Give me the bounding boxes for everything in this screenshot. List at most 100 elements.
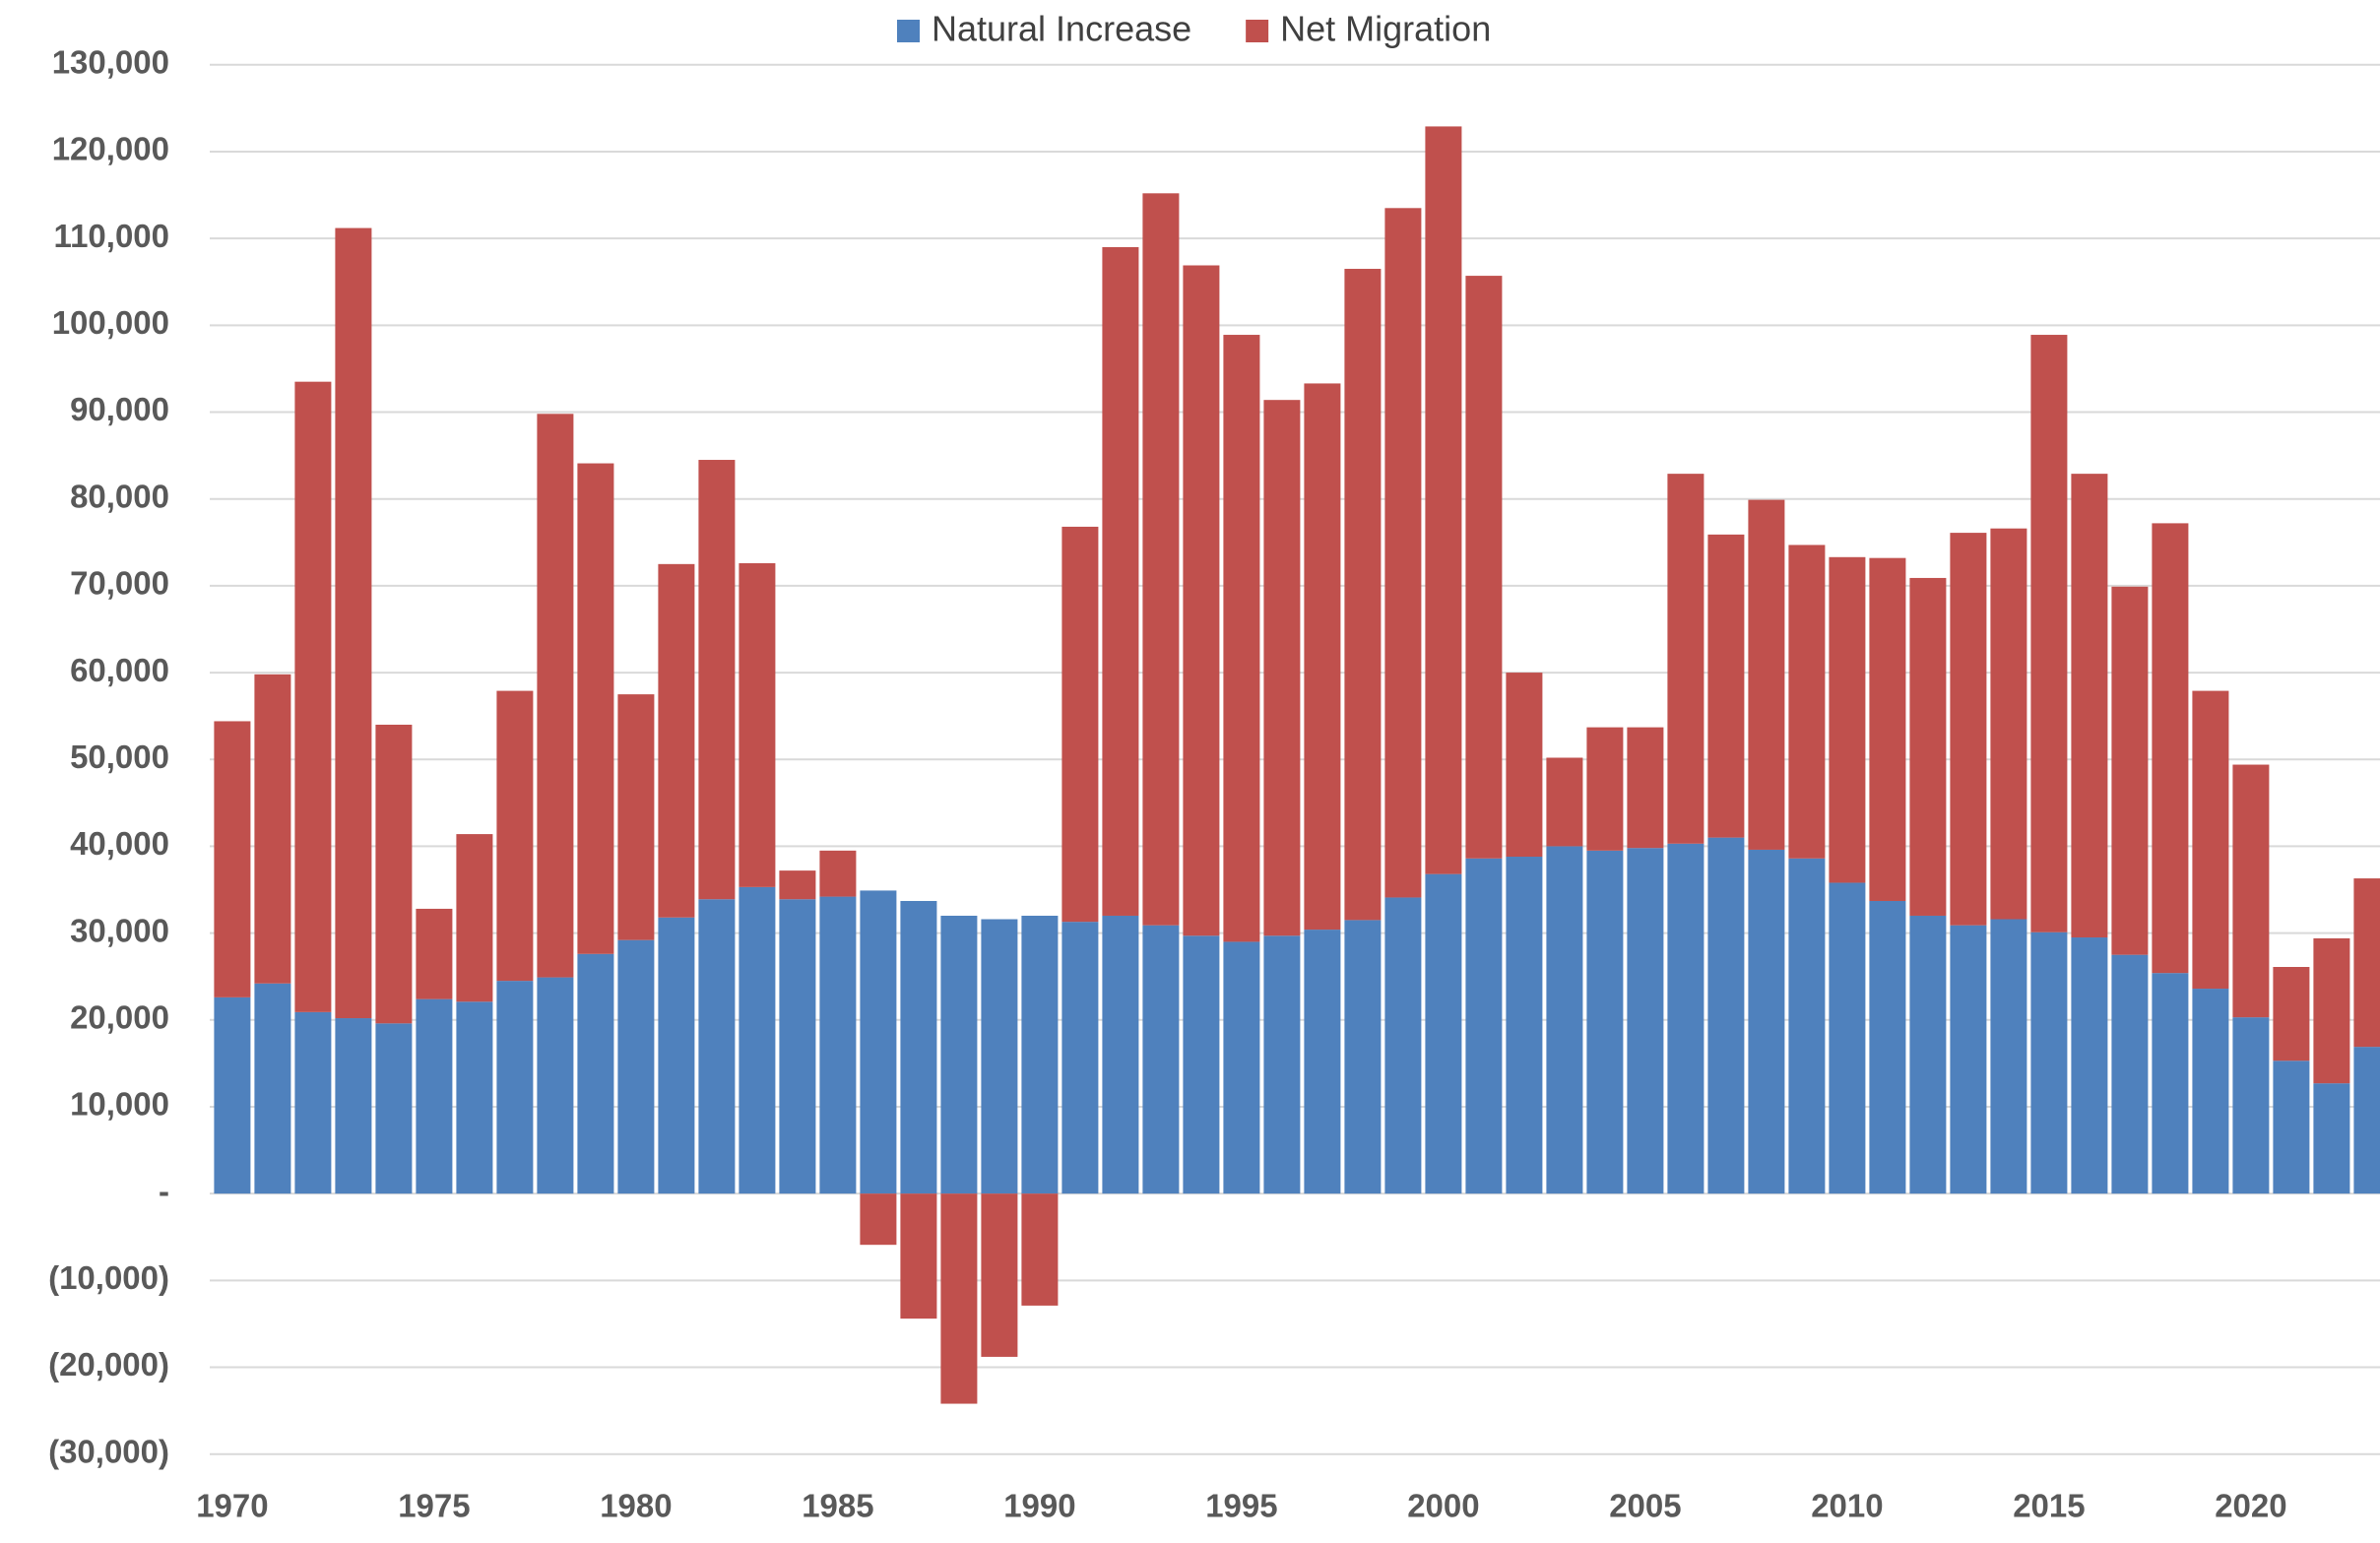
bar xyxy=(1627,848,1664,1194)
bar xyxy=(2273,1061,2310,1194)
bar xyxy=(698,899,736,1194)
bar xyxy=(1667,843,1705,1194)
bar xyxy=(2192,690,2229,990)
bar xyxy=(1748,499,1785,850)
x-tick-label: 1990 xyxy=(1003,1488,1075,1524)
bar xyxy=(658,563,695,918)
bar xyxy=(1304,930,1341,1194)
bar xyxy=(1586,850,1624,1194)
bar xyxy=(1990,919,2027,1194)
y-tick-label: (30,000) xyxy=(48,1433,169,1469)
bar xyxy=(860,1193,897,1246)
bar xyxy=(1425,873,1462,1194)
bar xyxy=(1950,925,1987,1194)
x-tick-label: 1980 xyxy=(600,1488,672,1524)
y-tick-label: 20,000 xyxy=(70,999,169,1036)
bar xyxy=(860,890,897,1194)
x-tick-label: 1995 xyxy=(1205,1488,1277,1524)
bar xyxy=(577,953,614,1194)
bar xyxy=(214,721,251,997)
bar xyxy=(1869,900,1906,1194)
y-tick-label: (10,000) xyxy=(48,1259,169,1296)
bar xyxy=(1869,557,1906,901)
y-tick-label: 50,000 xyxy=(70,739,169,775)
bar xyxy=(1142,193,1180,926)
bar xyxy=(1102,915,1139,1194)
bar xyxy=(900,1193,937,1319)
bar xyxy=(1263,935,1301,1194)
bar xyxy=(2313,937,2350,1084)
bar xyxy=(2152,523,2189,974)
bar xyxy=(1021,1193,1059,1306)
bar xyxy=(1021,915,1059,1194)
y-tick-label: 100,000 xyxy=(52,304,169,341)
bar xyxy=(1384,208,1422,898)
y-tick-label: 70,000 xyxy=(70,565,169,602)
bar xyxy=(1465,276,1503,859)
bar xyxy=(1465,858,1503,1194)
legend-label: Net Migration xyxy=(1280,9,1491,49)
bar xyxy=(416,908,453,999)
bar xyxy=(779,870,816,900)
bar xyxy=(698,460,736,900)
bar xyxy=(2030,335,2068,932)
bar xyxy=(1707,534,1745,838)
bar xyxy=(2232,1017,2270,1194)
x-tick-label: 1985 xyxy=(802,1488,873,1524)
bar xyxy=(1546,757,1583,847)
bar xyxy=(1788,858,1826,1194)
bar xyxy=(1829,882,1866,1194)
bar xyxy=(739,886,776,1194)
legend-swatch xyxy=(1246,20,1269,42)
bar xyxy=(2232,764,2270,1018)
bar xyxy=(2353,878,2380,1048)
legend-swatch xyxy=(897,20,920,42)
y-tick-label: 110,000 xyxy=(54,218,169,254)
bar xyxy=(1183,265,1220,936)
bar xyxy=(1586,727,1624,851)
bar xyxy=(496,981,534,1194)
bar xyxy=(1425,126,1462,874)
bar xyxy=(294,1011,332,1194)
x-tick-label: 2010 xyxy=(1811,1488,1883,1524)
y-tick-label: - xyxy=(159,1173,169,1209)
bar xyxy=(456,1001,493,1194)
bar xyxy=(496,690,534,982)
bar xyxy=(1344,920,1382,1194)
x-tick-label: 1975 xyxy=(398,1488,470,1524)
bar xyxy=(335,227,372,1019)
bar xyxy=(981,1193,1018,1357)
bar xyxy=(1061,922,1099,1194)
bar xyxy=(739,562,776,887)
bar xyxy=(617,694,655,940)
y-tick-label: 10,000 xyxy=(70,1086,169,1123)
bar xyxy=(2192,989,2229,1194)
y-tick-label: 130,000 xyxy=(52,44,169,81)
bar xyxy=(1223,335,1260,942)
bar xyxy=(2071,474,2108,938)
bar xyxy=(900,900,937,1194)
y-tick-label: 30,000 xyxy=(70,912,169,948)
bar xyxy=(335,1018,372,1194)
bar xyxy=(1909,577,1947,916)
bar xyxy=(1990,528,2027,920)
y-tick-label: 60,000 xyxy=(70,652,169,688)
bar xyxy=(1263,400,1301,936)
bar xyxy=(1304,383,1341,931)
bar xyxy=(1546,846,1583,1194)
bar xyxy=(1183,935,1220,1194)
bar xyxy=(2111,954,2149,1194)
bar xyxy=(940,1193,978,1404)
bar xyxy=(2030,932,2068,1194)
bar xyxy=(1506,673,1543,858)
y-tick-label: 90,000 xyxy=(70,391,169,427)
bar xyxy=(254,983,291,1194)
legend-label: Natural Increase xyxy=(932,9,1191,49)
x-tick-label: 2015 xyxy=(2013,1488,2085,1524)
bar xyxy=(658,917,695,1194)
bar xyxy=(577,463,614,954)
bar xyxy=(1909,915,1947,1194)
bar xyxy=(254,674,291,984)
x-tick-label: 1970 xyxy=(196,1488,268,1524)
